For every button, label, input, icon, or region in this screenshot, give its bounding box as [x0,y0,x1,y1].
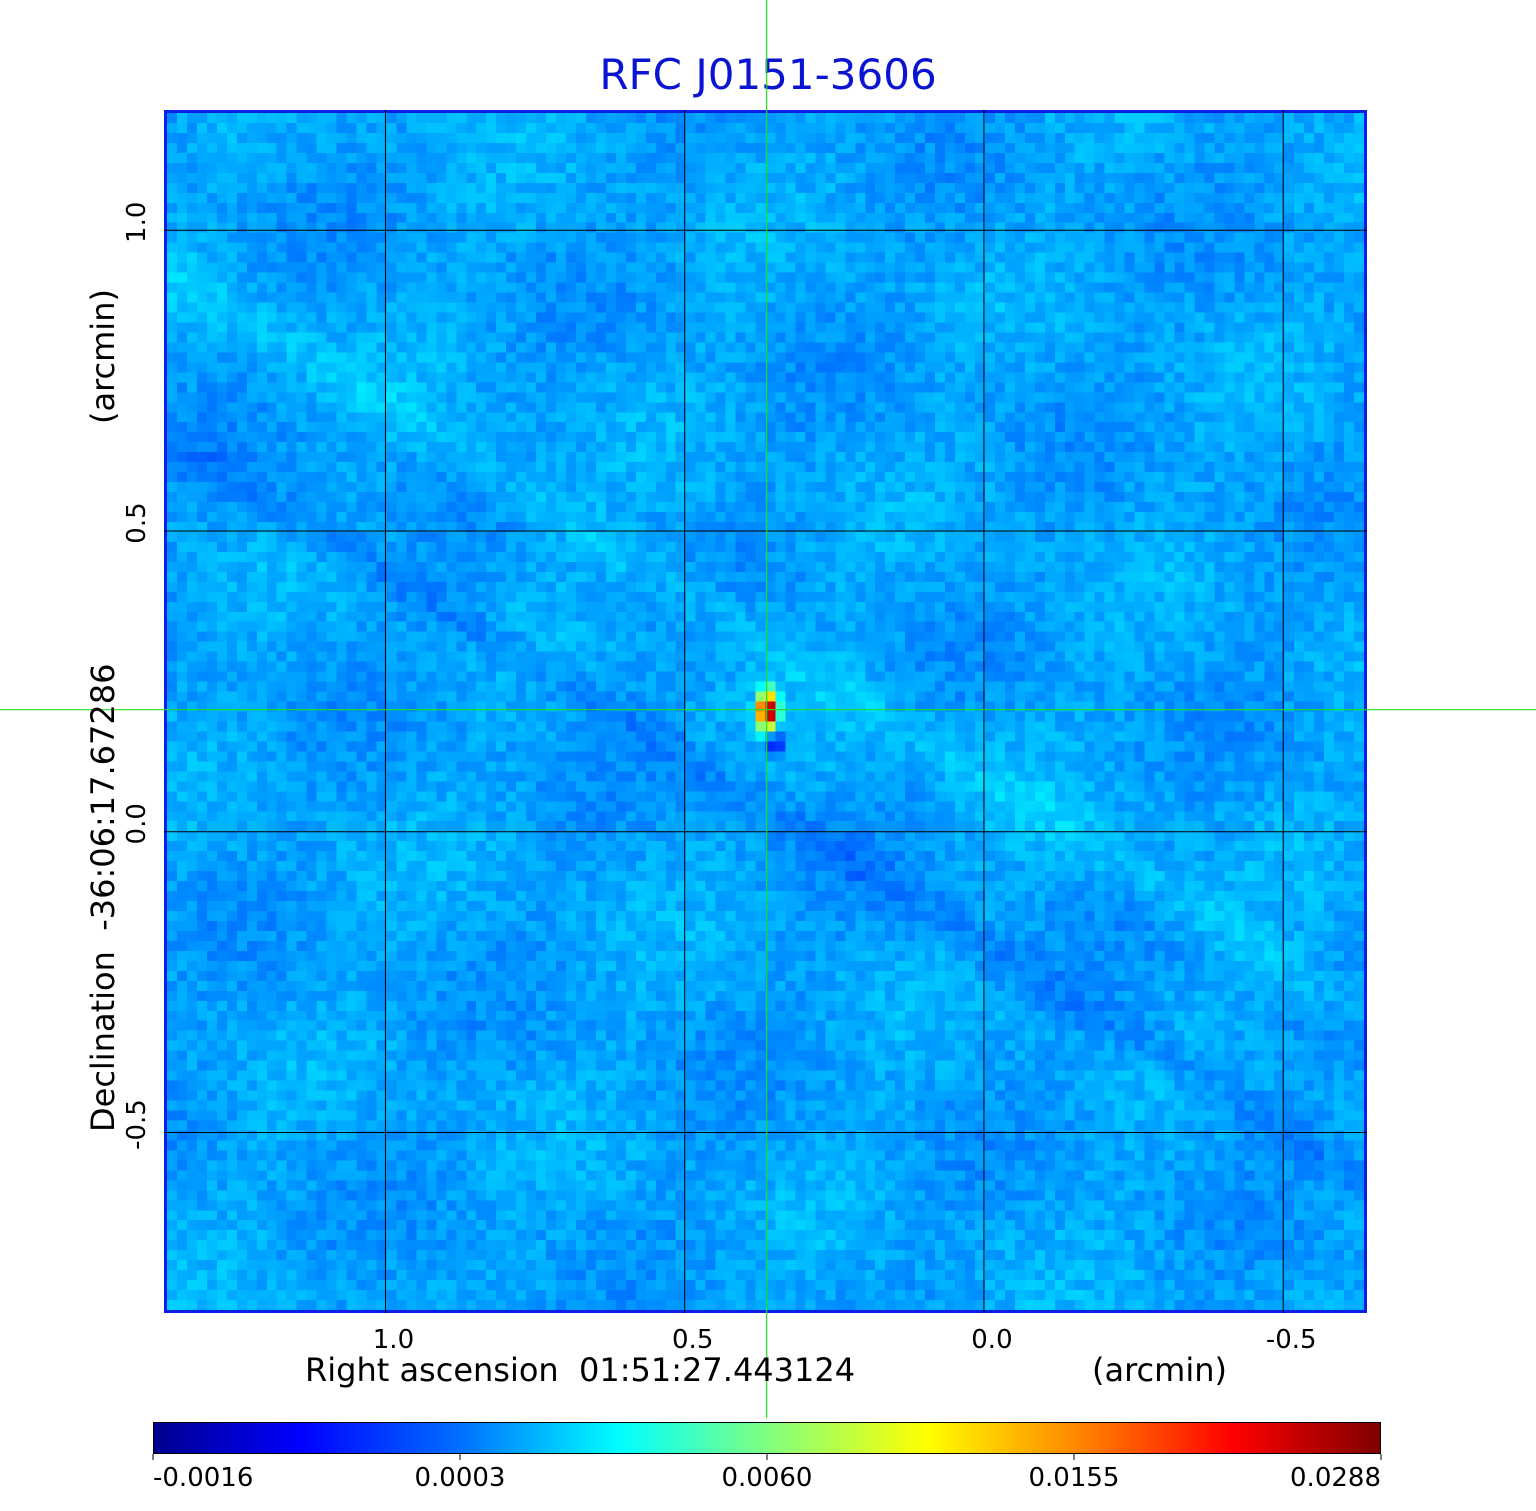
y-tick-label: -0.5 [122,1099,152,1150]
x-tick-label: 1.0 [373,1325,414,1355]
intensity-map [167,113,1364,1310]
y-axis-unit: (arcmin) [84,289,122,424]
x-axis-unit: (arcmin) [1092,1351,1227,1389]
colorbar [153,1422,1381,1454]
x-tick-label: 0.5 [672,1325,713,1355]
colorbar-tick-label: 0.0003 [415,1463,506,1493]
sky-image[interactable] [164,110,1367,1313]
y-tick-label: 0.5 [122,502,152,543]
colorbar-tick-label: 0.0288 [1290,1463,1381,1493]
chart-title: RFC J0151-3606 [599,50,937,99]
colorbar-tick-label: 0.0060 [722,1463,813,1493]
y-tick-labels: 1.0 0.5 0.0 -0.5 [122,202,152,1150]
y-axis-label: Declination -36:06:17.67286 [84,664,122,1132]
x-tick-labels: 1.0 0.5 0.0 -0.5 [373,1325,1317,1355]
colorbar-tick-label: -0.0016 [153,1463,253,1493]
y-tick-label: 1.0 [122,202,152,243]
x-tick-label: -0.5 [1266,1325,1317,1355]
colorbar-tick-labels: -0.0016 0.0003 0.0060 0.0155 0.0288 [152,1454,1382,1493]
x-axis-label: Right ascension 01:51:27.443124 [305,1351,855,1389]
y-tick-label: 0.0 [122,803,152,844]
x-tick-label: 0.0 [971,1325,1012,1355]
colorbar-tick-label: 0.0155 [1029,1463,1120,1493]
